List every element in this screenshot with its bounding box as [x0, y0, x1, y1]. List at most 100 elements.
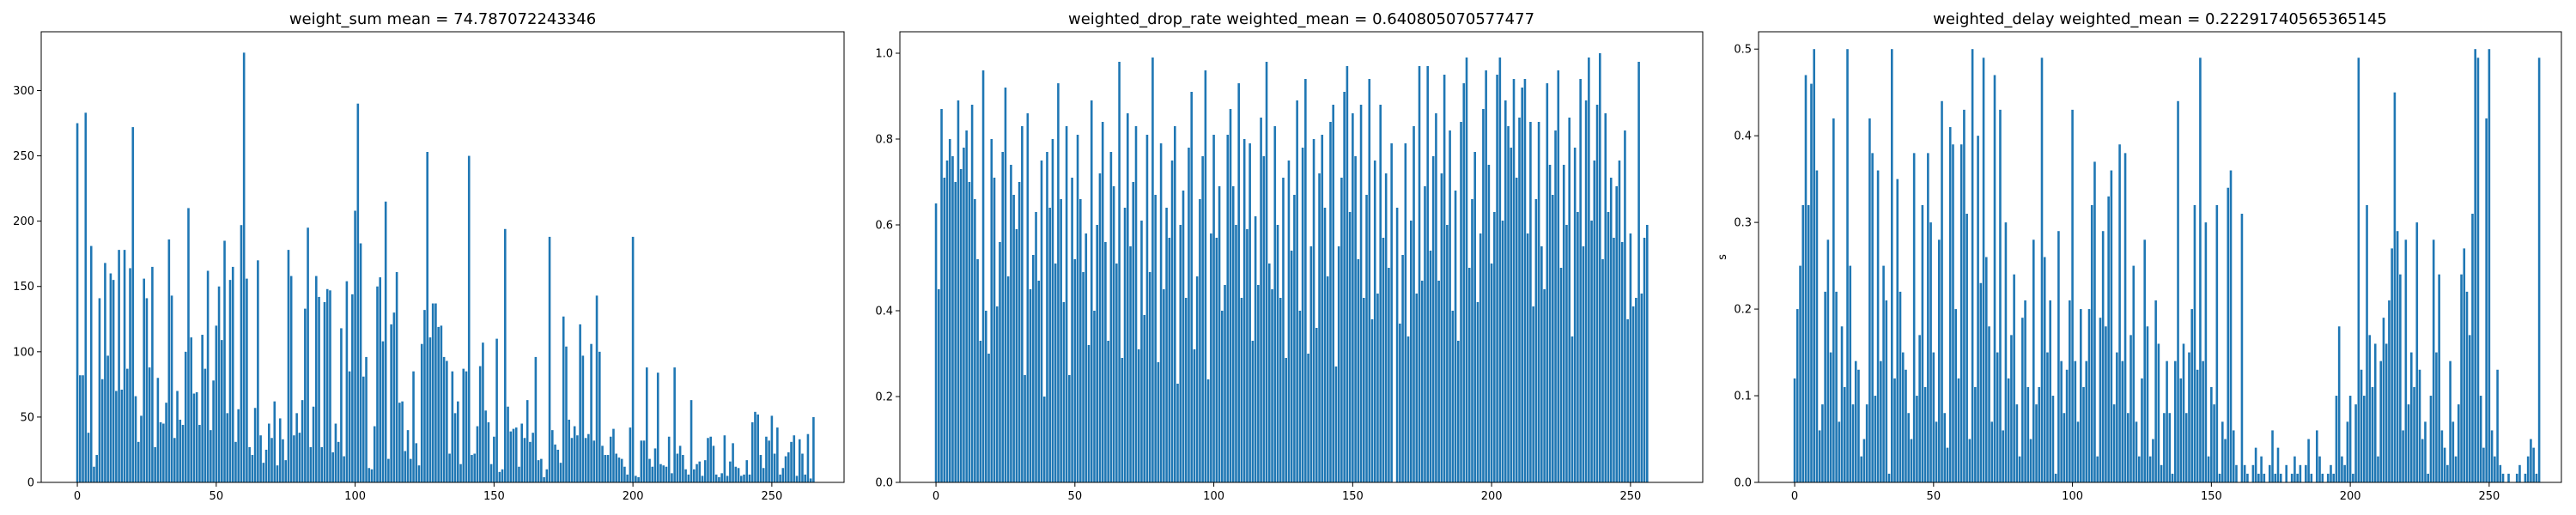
bar [1309, 246, 1313, 482]
bar [2382, 318, 2385, 482]
bar [248, 446, 251, 482]
bar [1304, 79, 1307, 482]
bar [576, 435, 579, 482]
bar [1582, 246, 1585, 482]
bar [2224, 439, 2227, 482]
bar [1010, 165, 1012, 482]
bar [1568, 118, 1571, 482]
bar [1921, 204, 1924, 483]
bar [1838, 421, 1841, 482]
bar [467, 155, 471, 482]
bar [1457, 341, 1460, 482]
bar [462, 368, 465, 482]
bar [1577, 212, 1579, 482]
bar [381, 341, 385, 482]
bar [1188, 148, 1190, 482]
bar [1262, 156, 1266, 482]
bar [1174, 126, 1176, 482]
bar [648, 458, 651, 482]
bar [2290, 473, 2293, 482]
bar [1584, 100, 1588, 482]
bar [226, 413, 229, 482]
bar [325, 288, 329, 482]
chart-panel-weight-sum: weight_sum mean = 74.787072243346 0 50 100… [13, 10, 845, 503]
bar [2032, 239, 2035, 482]
bar [489, 464, 493, 482]
bar [1620, 242, 1624, 482]
bar [1032, 255, 1035, 482]
bar [2427, 473, 2429, 482]
bar [215, 325, 218, 482]
bar [343, 456, 345, 482]
bar [999, 242, 1001, 482]
bar [184, 351, 187, 482]
bar [1801, 204, 1805, 483]
bar [698, 461, 702, 482]
bar [2163, 413, 2166, 482]
bar [1118, 62, 1121, 482]
bar [484, 410, 487, 482]
y-axis-label: s [1716, 254, 1729, 260]
bar [629, 427, 632, 482]
bar [1035, 212, 1037, 482]
bar [2026, 386, 2030, 482]
bar [390, 324, 392, 482]
bar [165, 403, 167, 482]
bar [2110, 170, 2113, 483]
bar [1968, 439, 1971, 482]
bar [2293, 456, 2296, 482]
bar [159, 422, 162, 482]
bar [2332, 473, 2335, 482]
bar [1073, 259, 1077, 482]
bar [331, 452, 334, 482]
bar [512, 428, 515, 482]
bar [123, 250, 126, 482]
bar [1604, 113, 1607, 482]
bar [2218, 473, 2221, 482]
bar [1082, 272, 1084, 482]
bar [1037, 281, 1041, 482]
bar [1388, 268, 1390, 482]
bar [2460, 274, 2463, 482]
bar [284, 460, 287, 482]
bar [98, 298, 101, 482]
bar [162, 423, 165, 482]
bar [720, 473, 723, 482]
bar [2246, 473, 2249, 482]
bar [606, 455, 610, 482]
bar [1246, 229, 1249, 482]
bar [617, 457, 621, 482]
bar [1112, 186, 1115, 482]
bar [359, 243, 362, 482]
bar [1376, 294, 1379, 482]
bar [1337, 246, 1340, 482]
bar [809, 478, 812, 482]
bar [365, 356, 368, 482]
bar [1042, 397, 1046, 482]
bar [2251, 464, 2255, 482]
bar [2391, 248, 2393, 482]
x-tick-label: 250 [761, 490, 782, 503]
bar [537, 460, 540, 482]
bar [2015, 404, 2019, 482]
bar [2107, 196, 2110, 482]
bar [968, 182, 971, 482]
bar [1624, 130, 1626, 482]
bar [2418, 369, 2421, 482]
bar [2121, 360, 2124, 482]
bar [2168, 413, 2172, 482]
bar [1410, 221, 1413, 482]
bar [1977, 136, 1979, 482]
bar [2260, 456, 2263, 482]
bar [1901, 352, 1905, 482]
bar [2029, 439, 2032, 482]
bar [2254, 447, 2257, 482]
bar [762, 468, 765, 482]
bar [2485, 118, 2488, 482]
bar [646, 367, 648, 482]
bar [1057, 83, 1060, 482]
bar [1251, 341, 1255, 482]
bar [1868, 118, 1871, 482]
x-tick-label: 200 [623, 490, 644, 503]
bar [221, 340, 223, 482]
